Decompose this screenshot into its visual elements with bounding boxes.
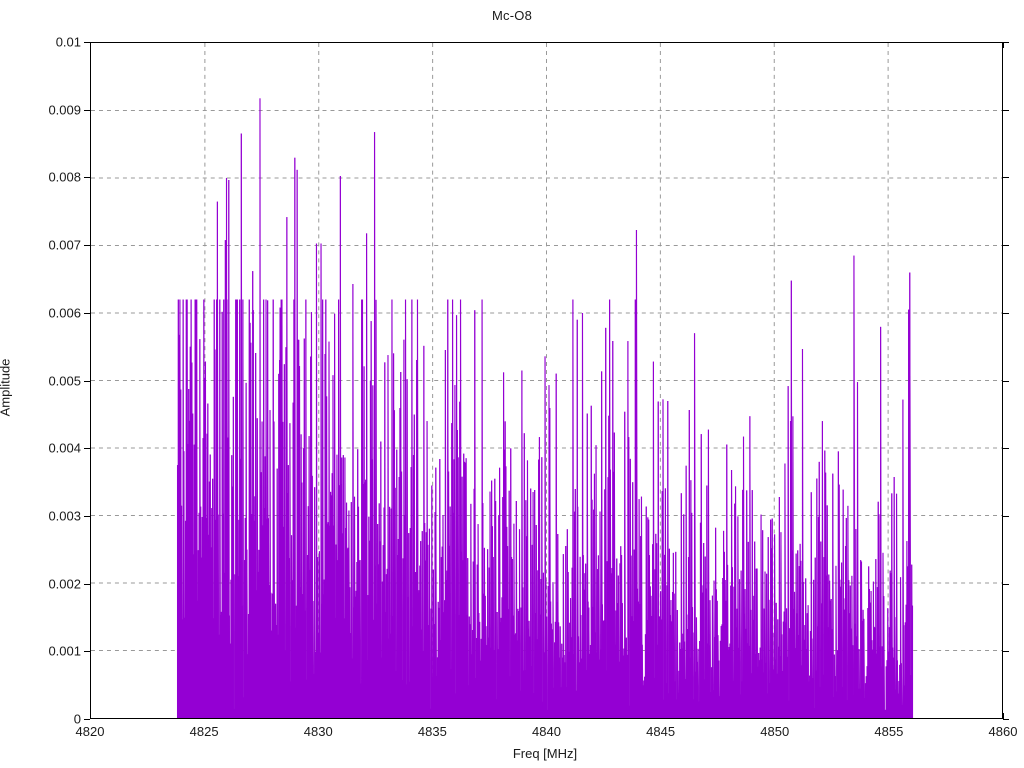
y-tick-label: 0.008 (48, 169, 81, 185)
y-tick-mark (84, 380, 90, 382)
y-tick-mark (1003, 245, 1009, 247)
y-tick-mark (1003, 380, 1009, 382)
x-tick-label: 4860 (988, 724, 1018, 739)
y-tick-label: 0 (73, 711, 81, 727)
x-tick-label: 4825 (189, 724, 219, 739)
y-tick-mark (84, 719, 90, 720)
y-tick-mark (1003, 312, 1009, 314)
y-tick-label: 0.006 (48, 305, 81, 321)
y-tick-mark (84, 42, 90, 43)
y-tick-label: 0.002 (48, 576, 81, 592)
y-tick-label: 0.005 (48, 373, 81, 388)
y-tick-mark (1003, 515, 1009, 517)
y-tick-mark (1003, 448, 1009, 450)
y-tick-mark (84, 515, 90, 517)
chart-title: Mc-O8 (492, 8, 532, 23)
y-tick-mark (84, 245, 90, 247)
y-tick-mark (84, 583, 90, 585)
spectrum-series (176, 98, 914, 718)
y-tick-mark (1003, 177, 1009, 179)
y-tick-mark (1003, 583, 1009, 585)
y-tick-mark (84, 651, 90, 653)
y-tick-label: 0.01 (55, 34, 81, 50)
spectrum-outline (177, 98, 913, 718)
x-tick-label: 4820 (75, 724, 105, 739)
y-tick-label: 0.003 (48, 508, 81, 524)
y-tick-label: 0.004 (48, 440, 81, 456)
x-tick-label: 4850 (760, 724, 790, 739)
x-tick-label: 4840 (532, 724, 561, 739)
y-tick-mark (1003, 719, 1009, 720)
y-axis-label: Amplitude (0, 358, 13, 417)
x-tick-label: 4855 (874, 724, 904, 739)
x-tick-label: 4845 (646, 724, 676, 739)
x-tick-mark (1003, 42, 1004, 48)
plot-area (90, 42, 1003, 719)
y-tick-label: 0.007 (48, 237, 81, 253)
y-tick-mark (84, 109, 90, 111)
x-tick-mark (1003, 713, 1004, 719)
y-tick-mark (84, 448, 90, 450)
y-tick-mark (1003, 651, 1009, 653)
y-tick-mark (84, 312, 90, 314)
y-tick-mark (84, 177, 90, 179)
y-tick-label: 0.009 (48, 102, 81, 118)
x-axis-label: Freq [MHz] (512, 746, 578, 761)
y-tick-mark (1003, 42, 1009, 43)
y-tick-mark (1003, 109, 1009, 111)
x-tick-label: 4835 (417, 724, 447, 739)
y-tick-label: 0.001 (48, 643, 81, 659)
x-tick-label: 4830 (303, 724, 333, 739)
